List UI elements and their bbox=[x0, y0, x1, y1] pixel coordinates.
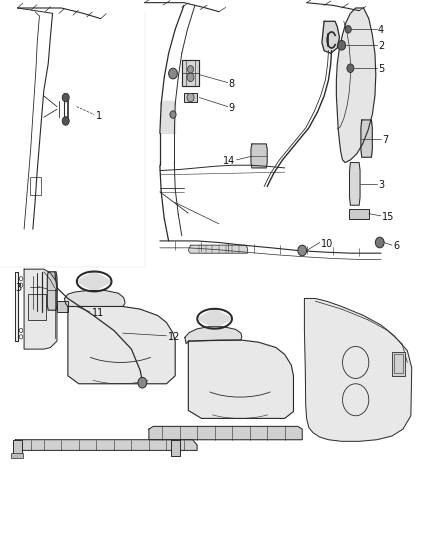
Circle shape bbox=[169, 68, 177, 79]
Text: 5: 5 bbox=[378, 64, 384, 74]
Circle shape bbox=[138, 377, 147, 388]
Polygon shape bbox=[361, 120, 372, 157]
Bar bbox=[392, 352, 405, 376]
Polygon shape bbox=[161, 101, 175, 133]
Text: 11: 11 bbox=[92, 308, 104, 318]
Polygon shape bbox=[15, 272, 18, 341]
Bar bbox=[11, 453, 23, 458]
Text: 8: 8 bbox=[229, 79, 235, 88]
Polygon shape bbox=[68, 306, 175, 384]
Circle shape bbox=[375, 237, 384, 248]
Bar bbox=[57, 301, 68, 312]
Polygon shape bbox=[197, 309, 232, 328]
Text: 3: 3 bbox=[378, 180, 384, 190]
Bar bbox=[394, 354, 403, 373]
Circle shape bbox=[347, 64, 354, 72]
Circle shape bbox=[187, 66, 194, 73]
Polygon shape bbox=[24, 269, 57, 349]
Text: 2: 2 bbox=[378, 42, 384, 51]
Text: 4: 4 bbox=[378, 26, 384, 35]
Bar bbox=[184, 93, 197, 102]
Polygon shape bbox=[350, 163, 360, 205]
Text: 1: 1 bbox=[96, 111, 102, 120]
Polygon shape bbox=[47, 272, 57, 310]
Polygon shape bbox=[322, 21, 339, 53]
Polygon shape bbox=[251, 144, 267, 168]
Polygon shape bbox=[149, 426, 302, 440]
Polygon shape bbox=[188, 340, 293, 418]
Circle shape bbox=[298, 245, 307, 256]
Bar bbox=[28, 294, 46, 320]
Polygon shape bbox=[77, 272, 112, 291]
Polygon shape bbox=[188, 245, 247, 253]
Text: 12: 12 bbox=[168, 332, 180, 342]
Text: 7: 7 bbox=[382, 135, 389, 144]
Circle shape bbox=[345, 26, 351, 33]
Bar bbox=[30, 177, 41, 195]
Polygon shape bbox=[304, 298, 412, 441]
Polygon shape bbox=[336, 8, 376, 163]
Text: 3: 3 bbox=[16, 283, 22, 293]
Polygon shape bbox=[64, 290, 125, 306]
Circle shape bbox=[187, 93, 194, 102]
Polygon shape bbox=[15, 440, 197, 450]
Circle shape bbox=[338, 41, 346, 50]
Circle shape bbox=[62, 117, 69, 125]
Text: 14: 14 bbox=[223, 156, 236, 166]
Text: 15: 15 bbox=[382, 212, 395, 222]
Circle shape bbox=[187, 73, 194, 82]
Polygon shape bbox=[182, 60, 199, 86]
Polygon shape bbox=[185, 327, 242, 344]
Text: 10: 10 bbox=[321, 239, 333, 248]
Bar bbox=[13, 440, 22, 456]
Bar bbox=[349, 209, 369, 219]
Bar bbox=[171, 440, 180, 456]
Text: 9: 9 bbox=[229, 103, 235, 112]
Circle shape bbox=[62, 93, 69, 102]
Circle shape bbox=[170, 111, 176, 118]
Text: 6: 6 bbox=[393, 241, 399, 251]
